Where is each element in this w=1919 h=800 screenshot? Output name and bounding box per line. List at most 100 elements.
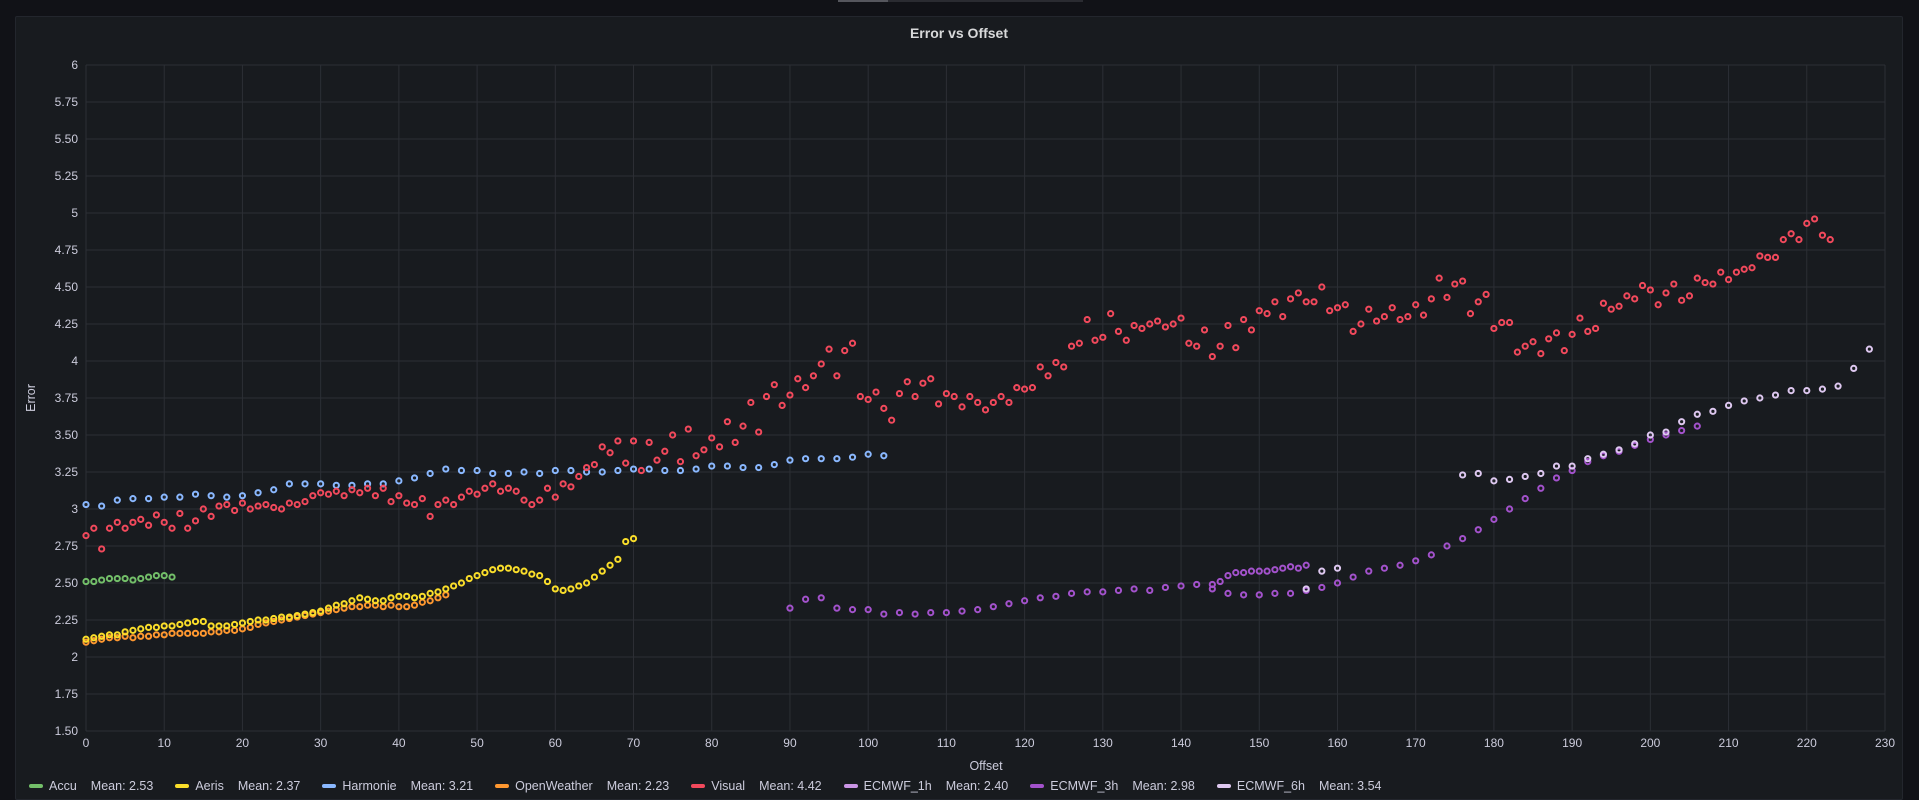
point-ecmwf-6h[interactable] (1771, 391, 1780, 399)
point-ecmwf-3h[interactable] (817, 594, 825, 602)
point-visual[interactable] (301, 498, 309, 506)
point-visual[interactable] (1521, 342, 1529, 350)
point-ecmwf-3h[interactable] (864, 606, 872, 614)
point-ecmwf-3h[interactable] (1052, 592, 1060, 600)
point-aeris[interactable] (371, 597, 380, 605)
point-visual[interactable] (465, 487, 473, 495)
point-ecmwf-3h[interactable] (802, 595, 810, 603)
point-visual[interactable] (880, 404, 888, 412)
point-aeris[interactable] (629, 535, 638, 543)
point-aeris[interactable] (223, 622, 231, 630)
point-visual[interactable] (888, 416, 896, 424)
point-visual[interactable] (481, 484, 489, 492)
point-visual[interactable] (864, 395, 872, 404)
point-ecmwf-6h[interactable] (1615, 446, 1623, 454)
point-ecmwf-3h[interactable] (1490, 515, 1498, 523)
point-aeris[interactable] (481, 569, 489, 577)
point-openweather[interactable] (152, 631, 160, 639)
point-visual[interactable] (614, 437, 622, 445)
point-visual[interactable] (1756, 252, 1764, 260)
point-visual[interactable] (1787, 230, 1795, 238)
point-ecmwf-3h[interactable] (911, 610, 919, 618)
point-ecmwf-6h[interactable] (1787, 387, 1795, 395)
point-openweather[interactable] (113, 634, 121, 642)
point-visual[interactable] (1240, 315, 1248, 324)
point-aeris[interactable] (199, 617, 207, 626)
point-visual[interactable] (786, 391, 794, 399)
point-aeris[interactable] (137, 625, 145, 633)
point-visual[interactable] (1193, 342, 1201, 350)
point-visual[interactable] (1717, 268, 1725, 276)
point-harmonie[interactable] (676, 466, 685, 475)
point-visual[interactable] (418, 495, 426, 503)
legend-item-harmonie[interactable]: Harmonie Mean: 3.21 (322, 779, 473, 793)
point-aeris[interactable] (184, 619, 192, 627)
point-visual[interactable] (1459, 277, 1467, 285)
point-ecmwf-3h[interactable] (1067, 589, 1076, 597)
point-harmonie[interactable] (786, 456, 794, 464)
point-openweather[interactable] (246, 623, 254, 632)
point-visual[interactable] (356, 489, 364, 497)
point-visual[interactable] (254, 502, 262, 510)
point-visual[interactable] (363, 484, 372, 492)
point-visual[interactable] (1255, 307, 1263, 315)
point-aeris[interactable] (489, 566, 497, 574)
point-visual[interactable] (966, 392, 974, 401)
point-visual[interactable] (1107, 310, 1115, 318)
point-visual[interactable] (348, 486, 356, 494)
point-ecmwf-3h[interactable] (1279, 564, 1287, 572)
point-visual[interactable] (309, 492, 317, 500)
point-ecmwf-3h[interactable] (1459, 535, 1467, 543)
point-visual[interactable] (1318, 283, 1326, 291)
point-harmonie[interactable] (661, 466, 669, 475)
point-harmonie[interactable] (520, 468, 528, 476)
point-visual[interactable] (191, 517, 200, 525)
point-aeris[interactable] (598, 567, 606, 575)
point-visual[interactable] (1224, 321, 1232, 330)
point-visual[interactable] (82, 532, 90, 540)
point-openweather[interactable] (363, 601, 372, 609)
point-aeris[interactable] (277, 613, 286, 621)
point-openweather[interactable] (379, 603, 387, 611)
point-harmonie[interactable] (739, 463, 747, 472)
point-visual[interactable] (1380, 313, 1389, 321)
point-harmonie[interactable] (191, 490, 200, 498)
point-aeris[interactable] (418, 592, 426, 600)
point-visual[interactable] (1153, 317, 1162, 325)
point-visual[interactable] (802, 384, 810, 392)
point-visual[interactable] (1552, 329, 1561, 337)
point-visual[interactable] (223, 500, 231, 509)
point-ecmwf-6h[interactable] (1552, 462, 1561, 470)
point-ecmwf-3h[interactable] (848, 606, 857, 614)
point-ecmwf-6h[interactable] (1631, 440, 1639, 448)
point-ecmwf-6h[interactable] (1740, 397, 1748, 405)
point-aeris[interactable] (348, 597, 356, 605)
point-visual[interactable] (1568, 330, 1576, 338)
point-visual[interactable] (1263, 310, 1271, 318)
point-aeris[interactable] (426, 589, 434, 597)
point-aeris[interactable] (457, 579, 466, 587)
point-accu[interactable] (152, 572, 160, 580)
point-ecmwf-3h[interactable] (958, 607, 966, 615)
point-openweather[interactable] (199, 629, 207, 637)
legend-item-ecmwf-3h[interactable]: ECMWF_3h Mean: 2.98 (1030, 779, 1195, 793)
point-ecmwf-3h[interactable] (833, 604, 841, 612)
point-visual[interactable] (1631, 295, 1639, 303)
point-aeris[interactable] (543, 577, 552, 586)
point-harmonie[interactable] (98, 502, 106, 510)
legend-item-accu[interactable]: Accu Mean: 2.53 (29, 779, 153, 793)
point-visual[interactable] (246, 505, 254, 513)
point-ecmwf-3h[interactable] (1177, 582, 1185, 590)
point-harmonie[interactable] (285, 480, 293, 488)
point-ecmwf-6h[interactable] (1850, 364, 1858, 372)
point-visual[interactable] (1396, 315, 1404, 324)
point-harmonie[interactable] (880, 452, 888, 460)
point-visual[interactable] (974, 398, 982, 407)
point-visual[interactable] (1161, 323, 1170, 331)
point-visual[interactable] (457, 493, 466, 501)
point-openweather[interactable] (403, 603, 411, 611)
point-visual[interactable] (872, 388, 880, 396)
point-visual[interactable] (911, 392, 919, 401)
point-visual[interactable] (496, 487, 505, 495)
point-aeris[interactable] (238, 619, 247, 627)
